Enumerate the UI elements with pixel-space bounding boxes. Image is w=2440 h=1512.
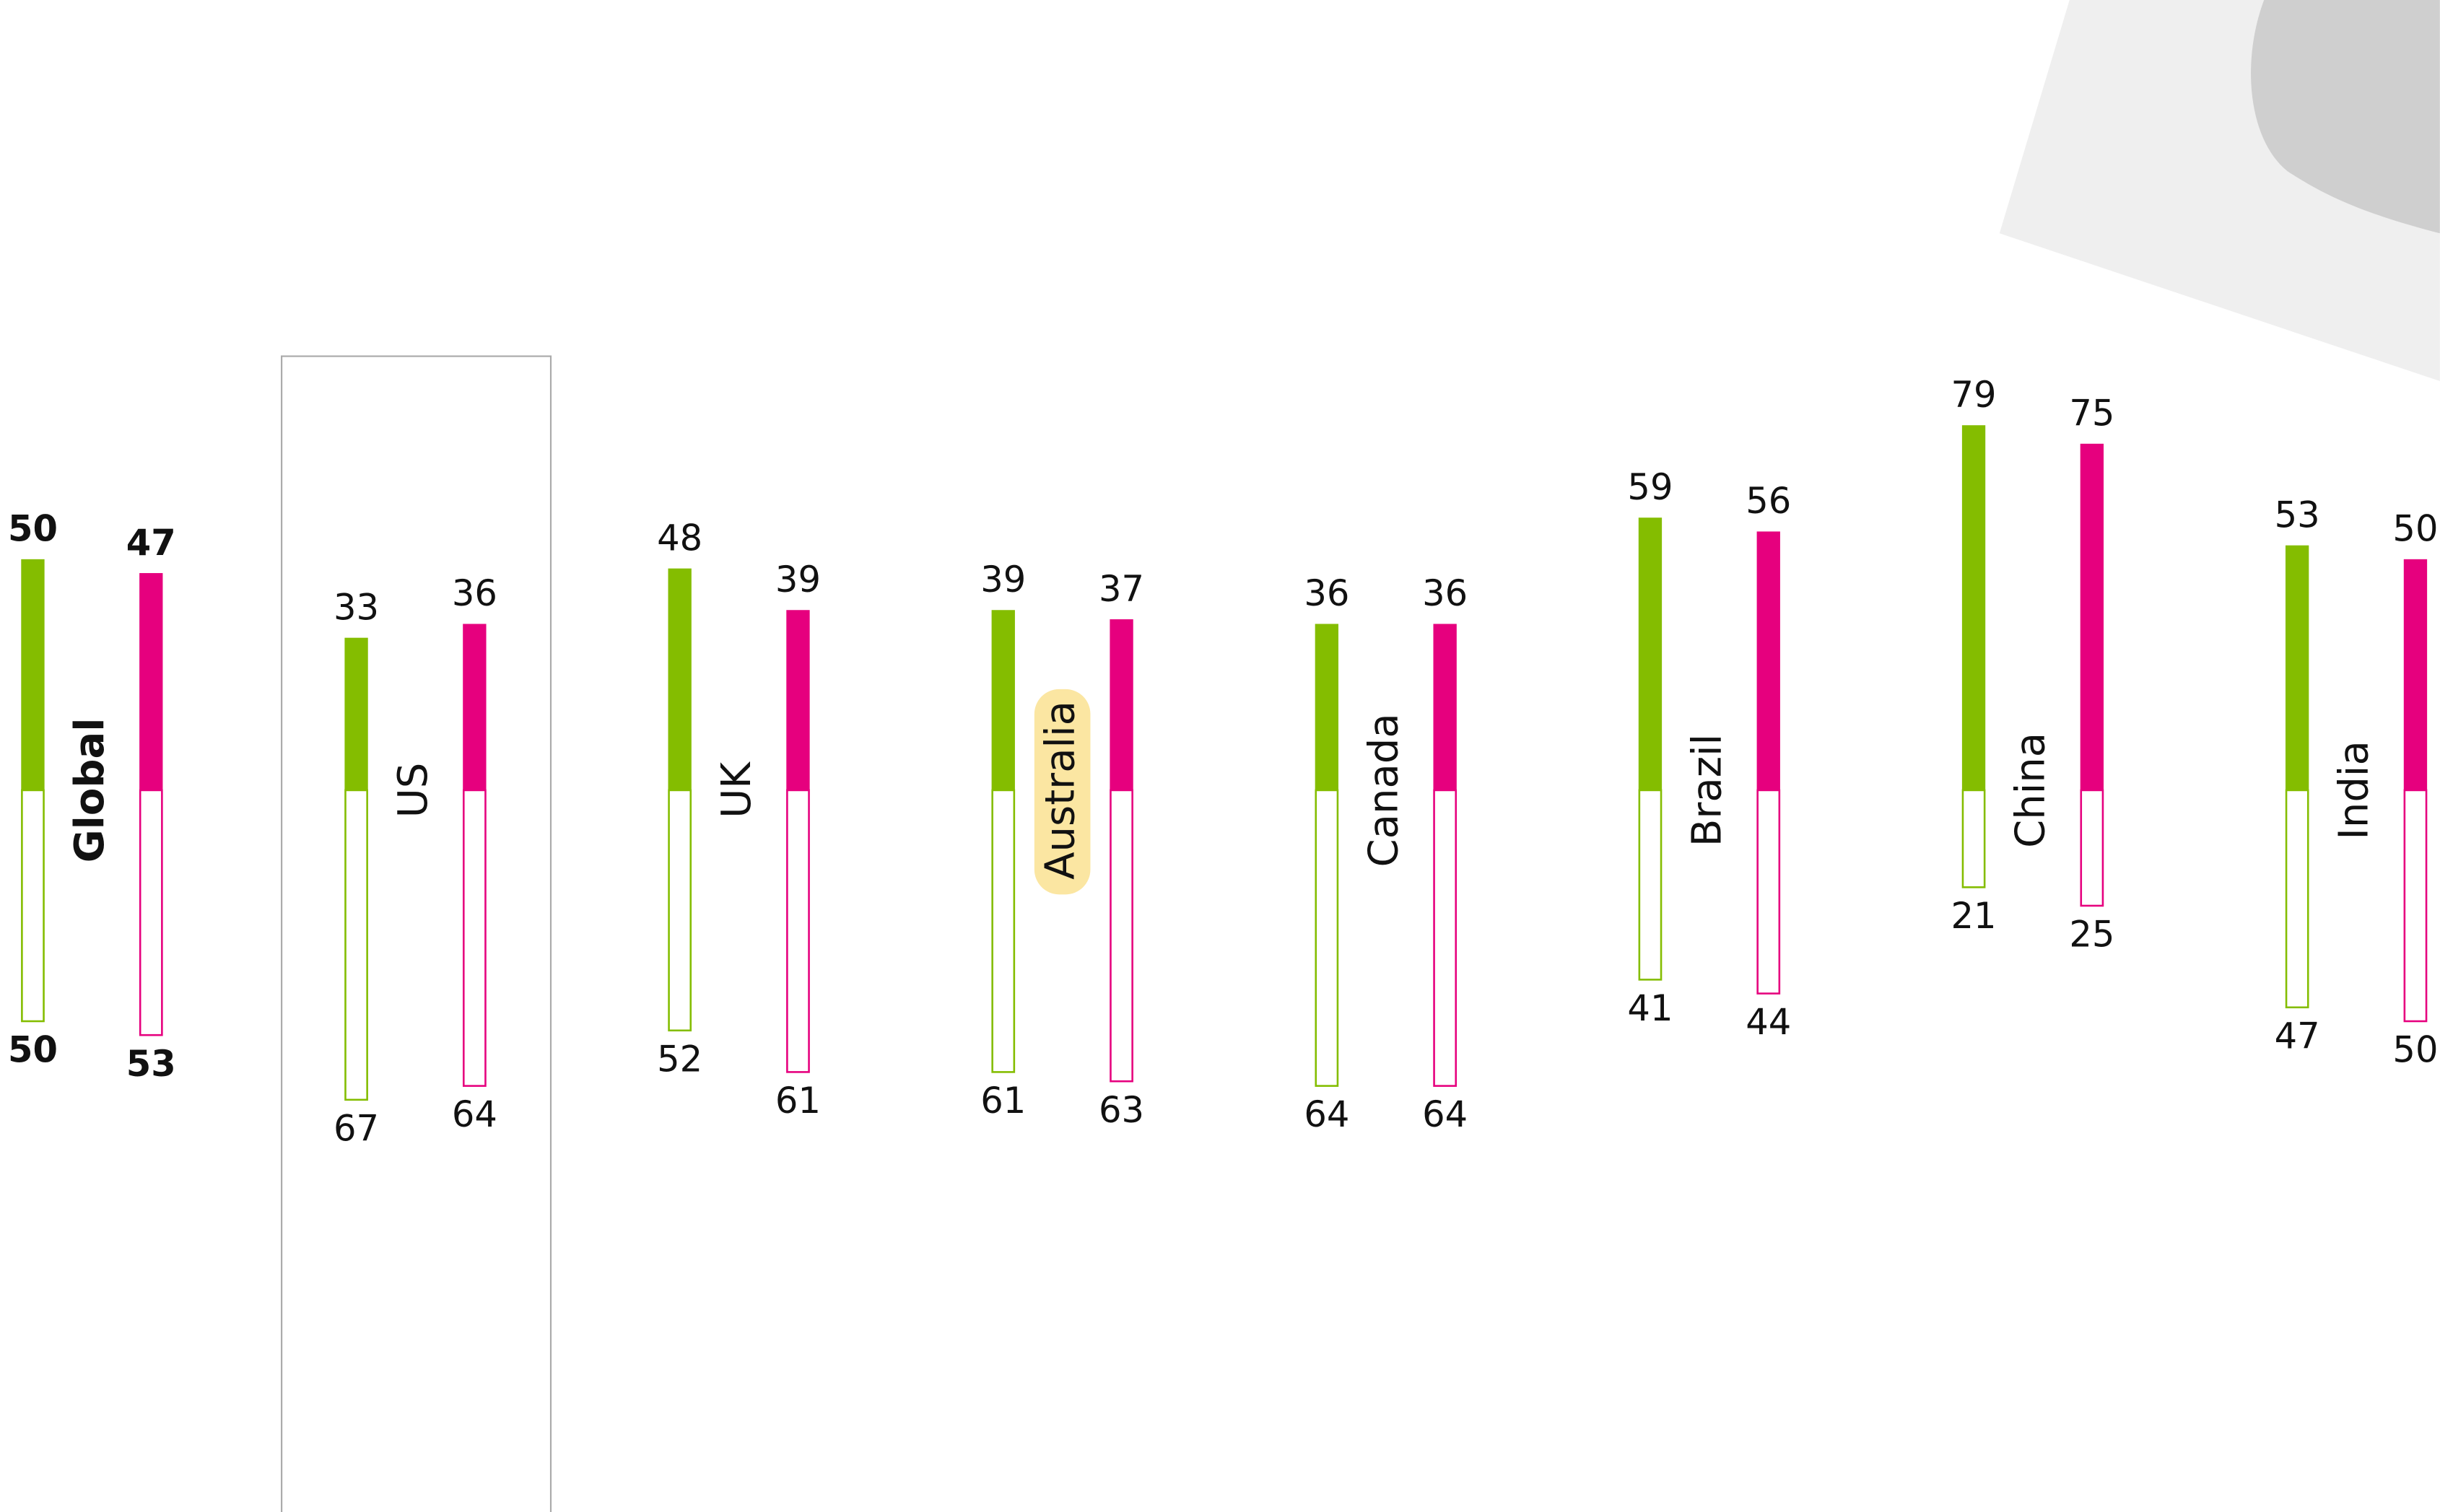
upper-value-label: 56 (1746, 480, 1791, 522)
upper-value-label: 79 (1951, 374, 1997, 416)
fist-image (2251, 0, 2440, 234)
upper-bar (463, 624, 487, 790)
upper-value-label: 53 (2275, 494, 2320, 536)
category-label: UK (713, 761, 760, 818)
upper-bar (1638, 517, 1663, 790)
lower-bar (1315, 789, 1339, 1087)
lower-bar (1638, 789, 1663, 981)
upper-bar (668, 568, 692, 790)
upper-value-label: 33 (334, 586, 379, 628)
category-label: Australia (1037, 701, 1084, 880)
lower-bar (1433, 789, 1458, 1087)
upper-bar (2285, 545, 2309, 790)
category-label: Brazil (1683, 734, 1730, 847)
lower-value-label: 25 (2069, 914, 2114, 956)
lower-value-label: 64 (1304, 1093, 1349, 1135)
upper-value-label: 36 (452, 572, 497, 614)
upper-bar (2080, 443, 2104, 790)
lower-bar (1961, 789, 1986, 888)
lower-bar (21, 789, 45, 1023)
lower-value-label: 44 (1746, 1001, 1791, 1043)
lower-bar (2080, 789, 2104, 907)
category-label: US (390, 763, 437, 818)
upper-value-label: 37 (1099, 568, 1144, 610)
upper-value-label: 39 (980, 559, 1026, 600)
lower-bar (991, 789, 1016, 1073)
lower-value-label: 61 (775, 1080, 821, 1122)
upper-value-label: 48 (657, 517, 702, 559)
upper-value-label: 59 (1627, 466, 1673, 508)
lower-value-label: 61 (980, 1080, 1026, 1122)
lower-value-label: 63 (1099, 1089, 1144, 1131)
upper-bar (991, 610, 1015, 790)
lower-value-label: 53 (126, 1043, 176, 1085)
upper-value-label: 47 (126, 522, 176, 564)
lower-bar (139, 789, 163, 1036)
upper-bar (1756, 531, 1780, 790)
highlight-box (281, 355, 552, 1512)
lower-bar (2285, 789, 2309, 1009)
lower-bar (786, 789, 810, 1073)
lower-value-label: 64 (452, 1093, 497, 1135)
upper-value-label: 75 (2069, 393, 2114, 434)
upper-bar (1433, 624, 1457, 790)
lower-value-label: 52 (657, 1038, 702, 1080)
lower-bar (462, 789, 487, 1087)
upper-bar (1961, 425, 1986, 790)
upper-bar (21, 559, 45, 790)
upper-value-label: 50 (2392, 508, 2438, 550)
upper-bar (1315, 624, 1339, 790)
lower-bar (2403, 789, 2428, 1023)
lower-value-label: 21 (1951, 895, 1997, 937)
upper-bar (1110, 619, 1133, 790)
lower-bar (1110, 789, 1133, 1083)
category-label: China (2008, 733, 2055, 848)
lower-bar (344, 789, 368, 1101)
upper-bar (344, 637, 368, 790)
lower-bar (1756, 789, 1781, 995)
upper-value-label: 50 (8, 508, 58, 550)
lower-value-label: 67 (334, 1107, 379, 1149)
upper-value-label: 39 (775, 559, 821, 600)
lower-bar (668, 789, 692, 1032)
upper-bar (139, 573, 163, 790)
lower-value-label: 41 (1627, 987, 1673, 1029)
lower-value-label: 64 (1422, 1093, 1468, 1135)
lower-value-label: 50 (2392, 1029, 2438, 1071)
upper-bar (786, 610, 810, 790)
lower-value-label: 50 (8, 1029, 58, 1071)
label-highlight (1034, 689, 1091, 895)
upper-bar (2403, 559, 2428, 790)
lower-value-label: 47 (2275, 1015, 2320, 1057)
upper-value-label: 36 (1422, 572, 1468, 614)
category-label: Global (66, 718, 113, 863)
category-label: Canada (1360, 713, 1407, 867)
category-label: India (2331, 740, 2378, 839)
upper-value-label: 36 (1304, 572, 1349, 614)
